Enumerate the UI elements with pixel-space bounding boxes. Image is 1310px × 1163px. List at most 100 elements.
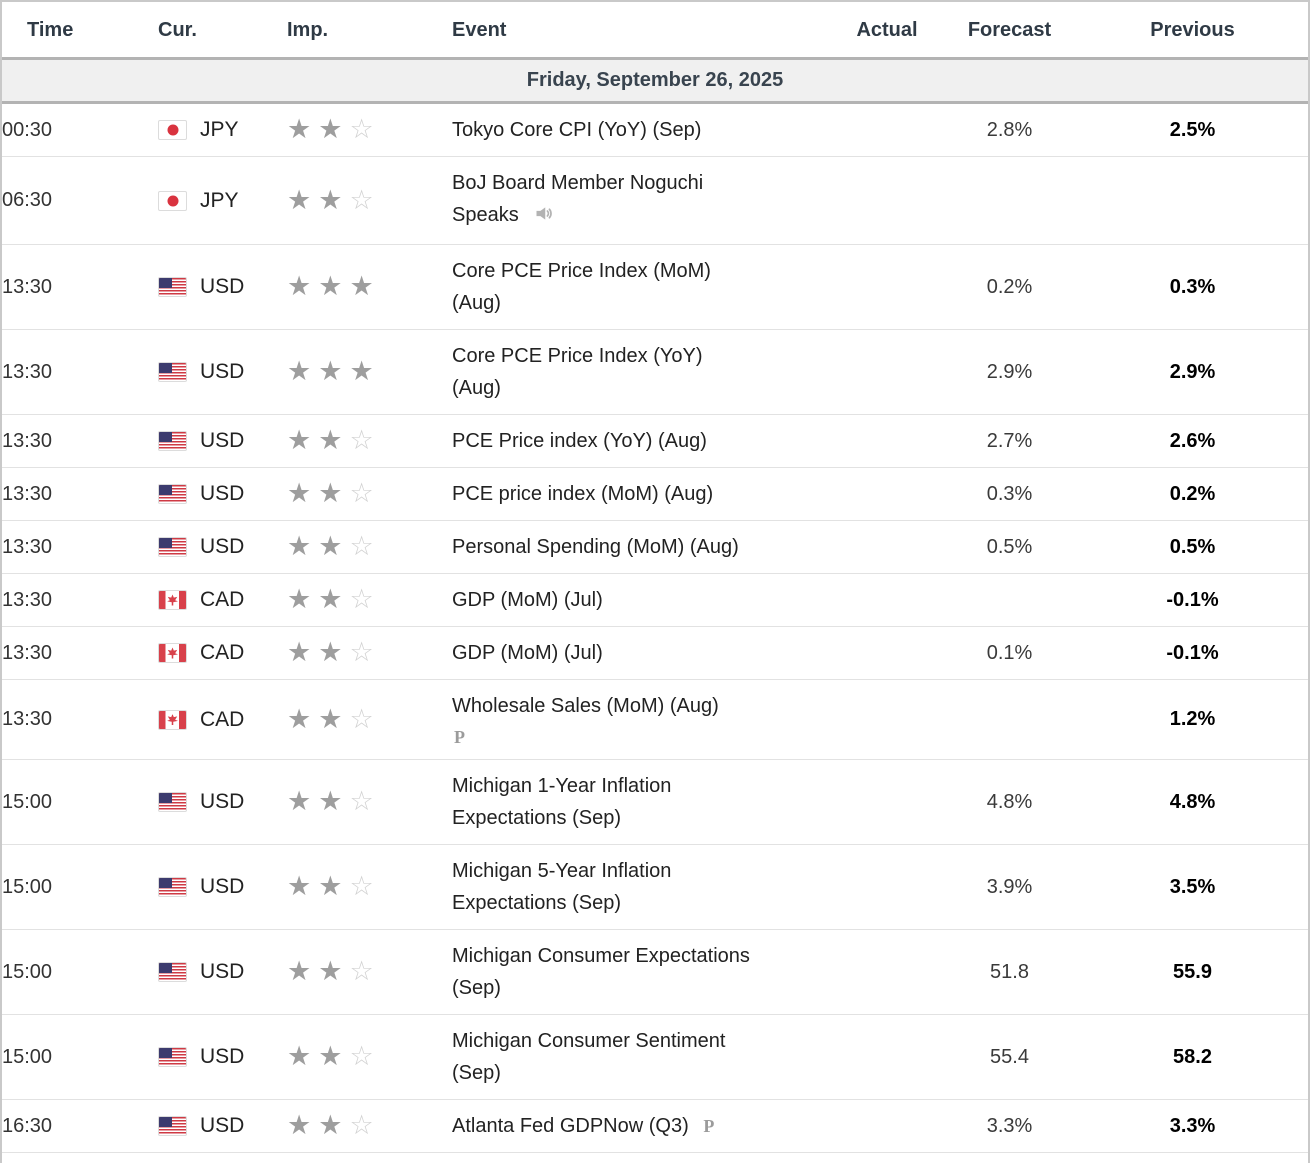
event-name[interactable]: Tokyo Core CPI (YoY) (Sep) <box>452 119 702 141</box>
star-filled-icon: ★ <box>287 1110 312 1140</box>
event-name[interactable]: GDP (MoM) (Jul) <box>452 642 603 664</box>
star-outline-icon: ☆ <box>349 478 374 508</box>
star-filled-icon: ★ <box>349 271 374 301</box>
forecast-value: 55.4 <box>942 1014 1077 1100</box>
currency-code: USD <box>200 429 245 452</box>
forecast-value: 2.7% <box>942 414 1077 468</box>
star-filled-icon: ★ <box>318 271 343 301</box>
event-row[interactable]: 06:30 JPY ★ ★ ☆ BoJ Board Member Noguchi S… <box>2 156 1308 245</box>
currency-code: CAD <box>200 588 245 611</box>
event-name[interactable]: Atlanta Fed GDPNow (Q3) <box>452 1115 689 1137</box>
importance-stars: ★ ★ ☆ <box>287 156 452 245</box>
event-row[interactable]: 15:00 USD ★ ★ ☆ Michigan 1-Year Inflation … <box>2 759 1308 845</box>
star-filled-icon: ★ <box>287 271 312 301</box>
event-time: 15:00 <box>2 1014 152 1100</box>
event-name[interactable]: Core PCE Price Index (YoY) (Aug) <box>452 345 703 399</box>
event-name[interactable]: Wholesale Sales (MoM) (Aug) <box>452 695 719 717</box>
event-name[interactable]: BoJ Board Member Noguchi Speaks <box>452 172 704 226</box>
forecast-value: 51.8 <box>942 929 1077 1015</box>
forecast-value: 0.1% <box>942 626 1077 680</box>
actual-value <box>832 1014 942 1100</box>
event-row[interactable]: 15:00 USD ★ ★ ☆ Michigan 5-Year Inflation … <box>2 844 1308 930</box>
flag-us-icon <box>158 962 187 982</box>
flag-us-icon <box>158 537 187 557</box>
event-row[interactable]: 13:30 CAD ★ ★ ☆ GDP (MoM) (Jul) 0.1% -0.1% <box>2 626 1308 680</box>
event-name[interactable]: Michigan Consumer Expectations (Sep) <box>452 945 750 999</box>
event-time: 15:00 <box>2 844 152 930</box>
event-name[interactable]: Michigan Consumer Sentiment (Sep) <box>452 1030 726 1084</box>
bottom-spacer <box>2 1153 1308 1163</box>
event-row[interactable]: 15:00 USD ★ ★ ☆ Michigan Consumer Sentimen… <box>2 1014 1308 1100</box>
importance-stars: ★ ★ ☆ <box>287 467 452 521</box>
actual-value <box>832 929 942 1015</box>
previous-value: 2.6% <box>1077 414 1308 468</box>
forecast-value: 0.3% <box>942 467 1077 521</box>
calendar-body: 00:30 JPY ★ ★ ☆ Tokyo Core CPI (YoY) (Sep)… <box>2 102 1308 1153</box>
star-outline-icon: ☆ <box>349 637 374 667</box>
currency: CAD <box>152 641 287 665</box>
flag-us-icon <box>158 1116 187 1136</box>
previous-value: 0.2% <box>1077 467 1308 521</box>
event-row[interactable]: 15:00 USD ★ ★ ☆ Michigan Consumer Expectat… <box>2 929 1308 1015</box>
flag-ca-icon <box>158 709 187 730</box>
event-row[interactable]: 13:30 USD ★ ★ ☆ PCE Price index (YoY) (Aug… <box>2 414 1308 468</box>
currency-code: USD <box>200 1045 245 1068</box>
event-row[interactable]: 13:30 USD ★ ★ ☆ Personal Spending (MoM) (A… <box>2 520 1308 574</box>
event-row[interactable]: 16:30 USD ★ ★ ☆ Atlanta Fed GDPNow (Q3) P … <box>2 1099 1308 1153</box>
star-filled-icon: ★ <box>318 871 343 901</box>
currency-code: USD <box>200 482 245 505</box>
event-time: 13:30 <box>2 679 152 760</box>
currency-code: USD <box>200 535 245 558</box>
event-name[interactable]: PCE Price index (YoY) (Aug) <box>452 430 707 452</box>
star-outline-icon: ☆ <box>349 184 374 215</box>
actual-value <box>832 467 942 521</box>
event-row[interactable]: 13:30 USD ★ ★ ★ Core PCE Price Index (YoY)… <box>2 329 1308 415</box>
star-filled-icon: ★ <box>287 356 312 386</box>
event-row[interactable]: 00:30 JPY ★ ★ ☆ Tokyo Core CPI (YoY) (Sep)… <box>2 102 1308 157</box>
star-outline-icon: ☆ <box>349 786 374 816</box>
star-filled-icon: ★ <box>287 637 312 667</box>
star-filled-icon: ★ <box>287 871 312 901</box>
event-name[interactable]: GDP (MoM) (Jul) <box>452 589 603 611</box>
actual-value <box>832 520 942 574</box>
flag-us-icon <box>158 431 187 451</box>
star-outline-icon: ☆ <box>349 584 374 614</box>
star-filled-icon: ★ <box>318 1110 343 1140</box>
event-name[interactable]: Michigan 1-Year Inflation Expectations (… <box>452 775 672 829</box>
event-name[interactable]: Michigan 5-Year Inflation Expectations (… <box>452 860 672 914</box>
flag-us-icon <box>158 1047 187 1067</box>
forecast-value <box>942 573 1077 627</box>
preliminary-icon: P <box>454 727 465 747</box>
event-name[interactable]: Core PCE Price Index (MoM) (Aug) <box>452 260 711 314</box>
star-filled-icon: ★ <box>318 478 343 508</box>
currency: JPY <box>152 118 287 142</box>
speaker-icon[interactable] <box>533 202 554 234</box>
previous-value: 0.3% <box>1077 244 1308 330</box>
event-time: 15:00 <box>2 759 152 845</box>
event-row[interactable]: 13:30 CAD ★ ★ ☆ GDP (MoM) (Jul) -0.1% <box>2 573 1308 627</box>
event-time: 13:30 <box>2 244 152 330</box>
currency-code: USD <box>200 790 245 813</box>
event-name[interactable]: PCE price index (MoM) (Aug) <box>452 483 714 505</box>
flag-us-icon <box>158 362 187 382</box>
date-header-row: Friday, September 26, 2025 <box>2 57 1308 104</box>
column-header-previous: Previous <box>1077 2 1308 59</box>
previous-value: 3.5% <box>1077 844 1308 930</box>
event-name[interactable]: Personal Spending (MoM) (Aug) <box>452 536 739 558</box>
forecast-value <box>942 156 1077 245</box>
column-header-forecast: Forecast <box>942 2 1077 59</box>
actual-value <box>832 759 942 845</box>
event-time: 16:30 <box>2 1099 152 1153</box>
event-row[interactable]: 13:30 USD ★ ★ ☆ PCE price index (MoM) (Aug… <box>2 467 1308 521</box>
previous-value: 55.9 <box>1077 929 1308 1015</box>
column-header-actual: Actual <box>832 2 942 59</box>
star-outline-icon: ☆ <box>349 1110 374 1140</box>
flag-ca-icon <box>158 590 187 610</box>
flag-us-icon <box>158 877 187 897</box>
importance-stars: ★ ★ ☆ <box>287 520 452 574</box>
event-row[interactable]: 13:30 USD ★ ★ ★ Core PCE Price Index (MoM)… <box>2 244 1308 330</box>
event-time: 06:30 <box>2 156 152 245</box>
event-row[interactable]: 13:30 CAD ★ ★ ☆ Wholesale Sales (MoM) (Aug… <box>2 679 1308 760</box>
currency-code: JPY <box>200 188 239 212</box>
